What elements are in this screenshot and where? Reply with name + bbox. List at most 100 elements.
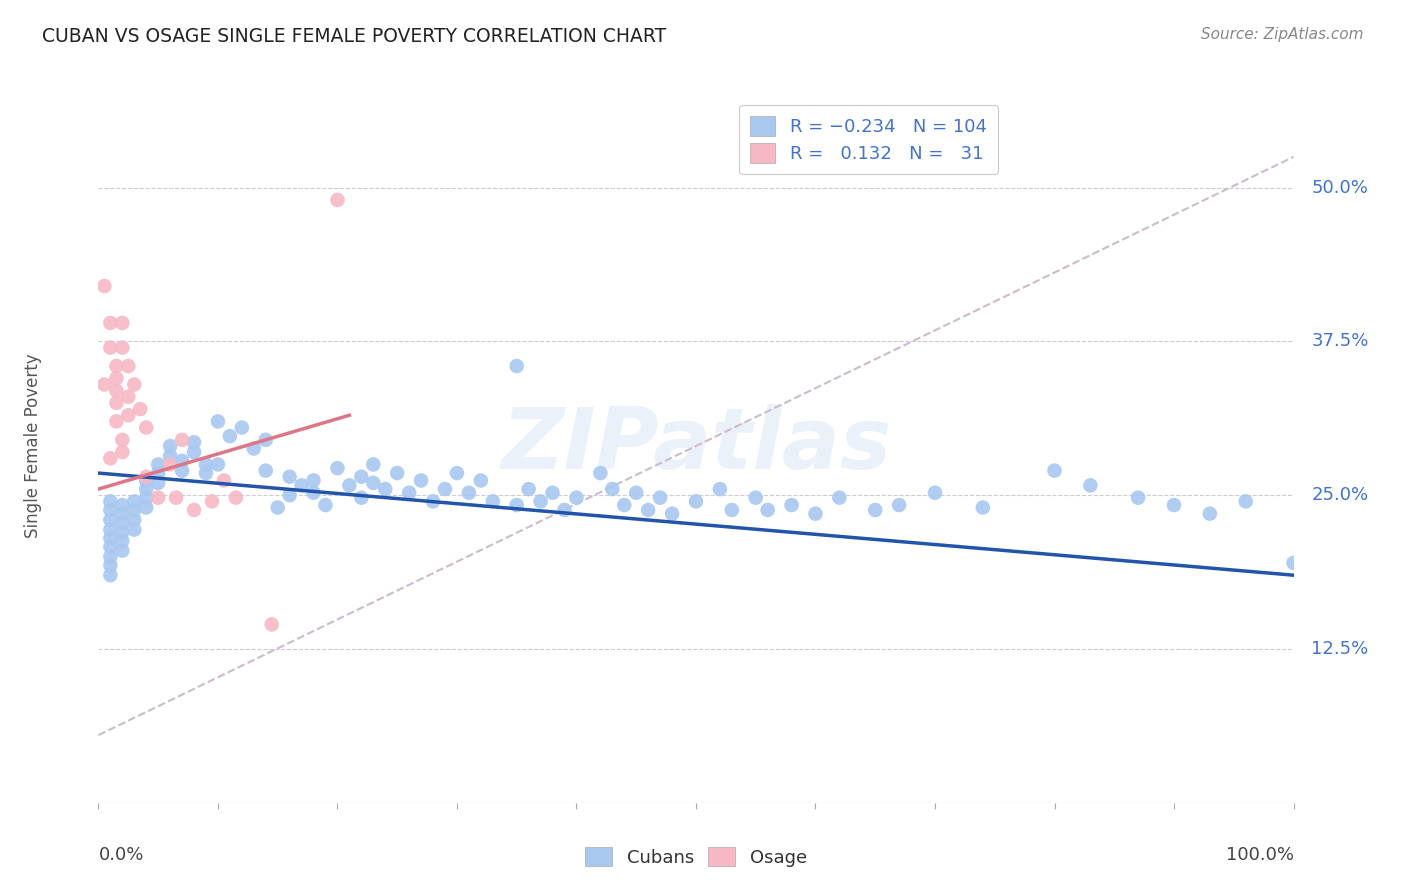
Point: [385, 466, 409, 480]
Point: [363, 458, 385, 472]
Text: ZIPatlas: ZIPatlas: [501, 404, 891, 488]
Point: [863, 503, 886, 517]
Point: [924, 485, 946, 500]
Point: [804, 507, 827, 521]
Point: [183, 445, 205, 459]
Point: [302, 474, 325, 488]
Point: [1198, 507, 1220, 521]
Point: [302, 485, 325, 500]
Point: [529, 494, 551, 508]
Point: [565, 491, 588, 505]
Point: [326, 461, 349, 475]
Point: [111, 516, 134, 530]
Point: [105, 359, 128, 373]
Point: [422, 494, 444, 508]
Text: 37.5%: 37.5%: [1312, 333, 1369, 351]
Text: 0.0%: 0.0%: [98, 846, 143, 863]
Point: [1234, 494, 1257, 508]
Point: [600, 482, 623, 496]
Point: [624, 485, 647, 500]
Point: [111, 445, 134, 459]
Point: [148, 491, 170, 505]
Point: [111, 507, 134, 521]
Point: [260, 617, 283, 632]
Point: [124, 377, 146, 392]
Legend: Cubans, Osage: Cubans, Osage: [576, 838, 815, 876]
Point: [98, 549, 122, 564]
Point: [183, 435, 205, 450]
Point: [105, 396, 128, 410]
Point: [98, 558, 122, 573]
Point: [105, 384, 128, 398]
Point: [337, 478, 360, 492]
Point: [243, 442, 266, 456]
Point: [135, 474, 157, 488]
Point: [172, 433, 194, 447]
Text: 50.0%: 50.0%: [1312, 178, 1368, 196]
Point: [326, 193, 349, 207]
Point: [828, 491, 851, 505]
Point: [111, 316, 134, 330]
Point: [172, 454, 194, 468]
Point: [105, 371, 128, 385]
Point: [135, 482, 157, 496]
Point: [159, 458, 181, 472]
Point: [506, 359, 529, 373]
Point: [278, 488, 301, 502]
Point: [225, 491, 247, 505]
Point: [972, 500, 994, 515]
Point: [111, 341, 134, 355]
Point: [212, 474, 235, 488]
Point: [1128, 491, 1150, 505]
Point: [231, 420, 253, 434]
Point: [207, 414, 229, 428]
Point: [1080, 478, 1102, 492]
Point: [98, 568, 122, 582]
Point: [111, 533, 134, 548]
Point: [124, 523, 146, 537]
Point: [159, 449, 181, 463]
Point: [290, 478, 312, 492]
Point: [637, 503, 659, 517]
Point: [148, 475, 170, 490]
Point: [183, 503, 205, 517]
Point: [117, 359, 139, 373]
Point: [350, 491, 373, 505]
Point: [194, 466, 217, 480]
Point: [589, 466, 612, 480]
Point: [98, 503, 122, 517]
Point: [648, 491, 672, 505]
Point: [506, 498, 529, 512]
Point: [889, 498, 911, 512]
Point: [117, 390, 139, 404]
Point: [148, 458, 170, 472]
Point: [93, 377, 115, 392]
Point: [517, 482, 540, 496]
Point: [105, 414, 128, 428]
Text: 100.0%: 100.0%: [1226, 846, 1294, 863]
Point: [267, 500, 290, 515]
Point: [1163, 498, 1185, 512]
Point: [135, 491, 157, 505]
Point: [745, 491, 768, 505]
Point: [98, 540, 122, 554]
Point: [124, 513, 146, 527]
Point: [124, 494, 146, 508]
Point: [613, 498, 636, 512]
Point: [111, 498, 134, 512]
Point: [374, 482, 396, 496]
Point: [363, 475, 385, 490]
Point: [98, 451, 122, 466]
Point: [661, 507, 683, 521]
Text: 12.5%: 12.5%: [1312, 640, 1368, 658]
Point: [721, 503, 744, 517]
Point: [159, 439, 181, 453]
Text: Source: ZipAtlas.com: Source: ZipAtlas.com: [1201, 27, 1364, 42]
Point: [350, 469, 373, 483]
Text: CUBAN VS OSAGE SINGLE FEMALE POVERTY CORRELATION CHART: CUBAN VS OSAGE SINGLE FEMALE POVERTY COR…: [42, 27, 666, 45]
Point: [398, 485, 420, 500]
Point: [254, 464, 277, 478]
Point: [541, 485, 564, 500]
Point: [129, 402, 152, 417]
Point: [554, 503, 576, 517]
